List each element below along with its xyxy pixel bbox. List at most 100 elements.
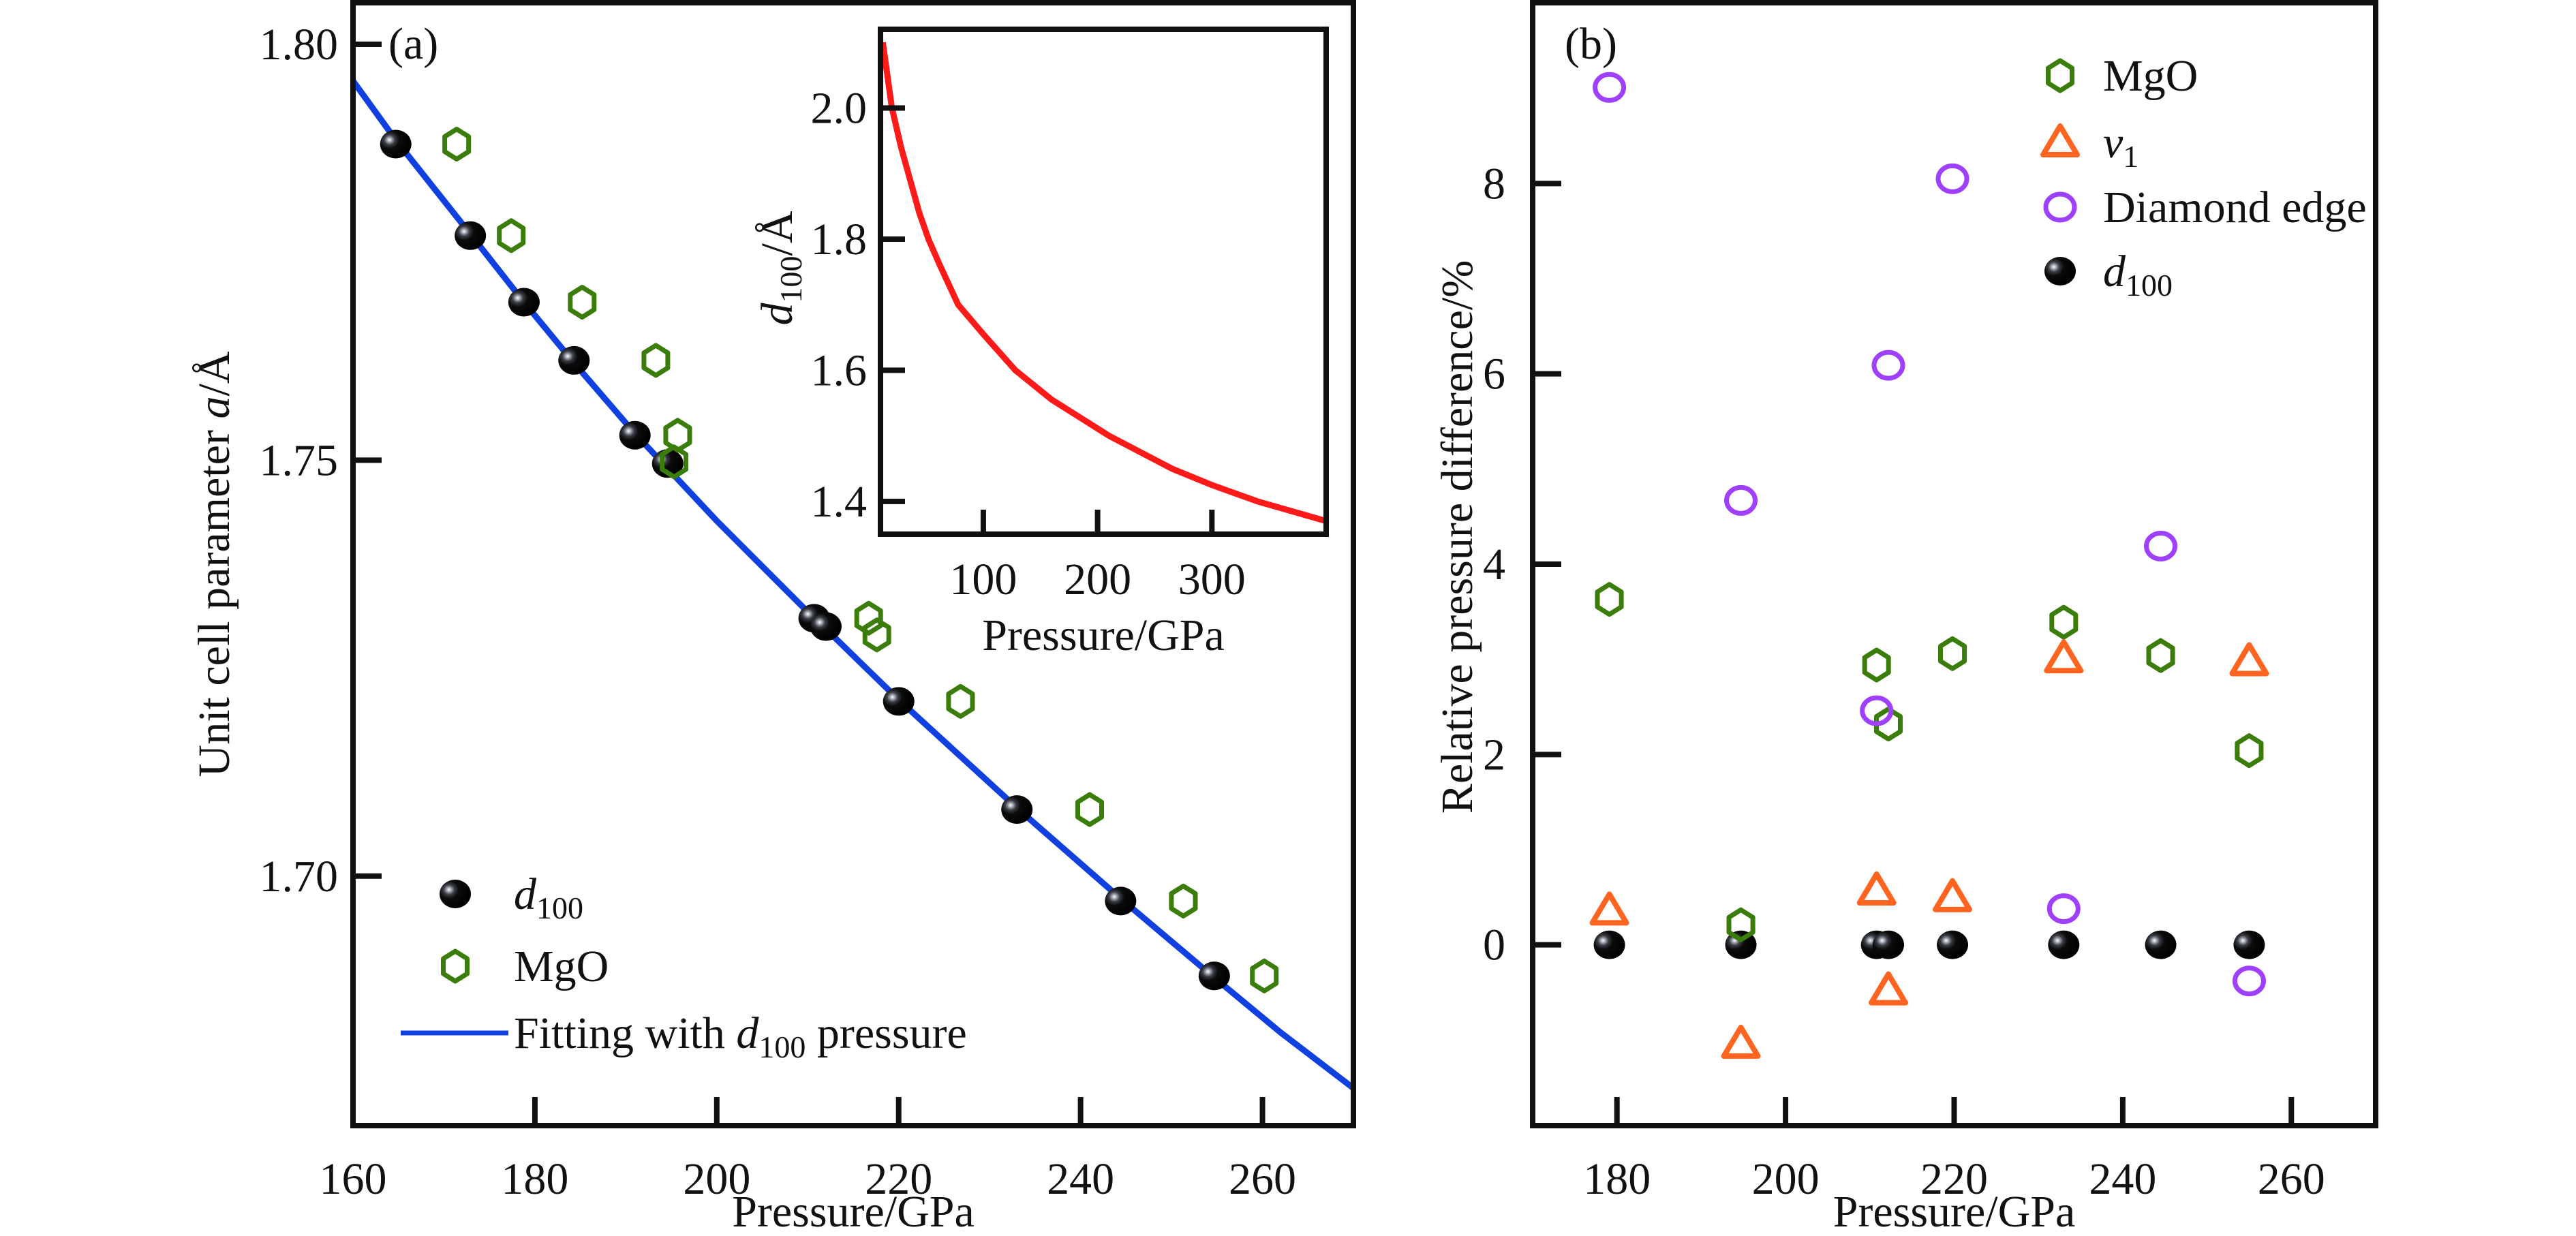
legend-item-v1: v1 — [2040, 118, 2138, 174]
legend-label: Fitting with d100 pressure — [514, 1008, 967, 1064]
mgo-point — [1874, 707, 1903, 742]
mgo-point — [2146, 638, 2175, 673]
d100-point — [455, 221, 487, 250]
panel-a-tag: (a) — [388, 19, 438, 69]
panel-b-y-tick-label: 2 — [1483, 730, 1505, 779]
panel-b-axes: 180 200 220 240 260 0 2 4 6 8 — [1483, 0, 2378, 1204]
panel-b-x-axis-title: Pressure/GPa — [1833, 1187, 2076, 1236]
inset-y-tick-label: 1.8 — [811, 215, 868, 264]
d100-point — [1937, 930, 1969, 959]
panel-b-tag: (b) — [1565, 19, 1617, 69]
v1-point — [1589, 891, 1629, 926]
panel-a-x-tick-label: 240 — [1047, 1154, 1114, 1204]
inset-x-tick-label: 200 — [1064, 555, 1131, 604]
mgo-point — [641, 343, 671, 378]
panel-a-inset: 100 200 300 1.4 1.6 1.8 2.0 Pressure/GPa d100/Å — [752, 27, 1329, 660]
panel-b-y-tick-label: 8 — [1483, 159, 1505, 208]
fit-line — [353, 79, 1353, 1091]
diamond-edge-point — [1935, 163, 1969, 194]
ylabel-prefix: Unit cell parameter — [189, 419, 239, 777]
panel-a-x-tick-label: 200 — [683, 1154, 750, 1204]
panel-a-x-tick-label: 220 — [865, 1154, 932, 1204]
mgo-point — [663, 418, 692, 453]
d100-point — [1593, 930, 1625, 959]
diamond-edge-point — [1871, 350, 1905, 381]
legend-hexagon-icon — [2046, 58, 2074, 93]
ylabel-italic: a — [189, 397, 239, 419]
inset-x-axis-title: Pressure/GPa — [982, 611, 1225, 660]
panel-b-y-axis-title: Relative pressure difference/% — [1432, 260, 1482, 814]
inset-x-tick-label: 300 — [1178, 555, 1246, 604]
legend-item-fitting-with-d100-pressure: Fitting with d100 pressure — [401, 1008, 967, 1064]
d100-point — [2233, 930, 2265, 959]
panel-a: 100 200 3001.41.61.82.0Pressure/GPad100/Å … — [189, 0, 1356, 1236]
mgo-point — [2049, 604, 2079, 640]
panel-a-frame — [350, 0, 1356, 1128]
legend-item-d100: d100 — [2044, 247, 2173, 303]
panel-b-x-tick-label: 260 — [2258, 1154, 2325, 1204]
inset-d100-curve — [880, 42, 1326, 525]
panel-a-x-tick-label: 160 — [320, 1154, 387, 1204]
panel-b-y-tick-label: 4 — [1483, 540, 1505, 589]
panel-a-plot-area — [353, 79, 1353, 1091]
mgo-point — [946, 683, 975, 719]
panel-b-plot-area — [1589, 72, 2269, 1059]
legend-triangle-icon — [2040, 123, 2080, 157]
diamond-edge-point — [1860, 695, 1894, 726]
inset-y-axis-title: d100/Å — [752, 211, 808, 325]
panel-a-legend: d100 MgO Fitting with d100 pressure — [401, 869, 967, 1064]
panel-a-y-axis-title: Unit cell parameter a/Å — [189, 351, 239, 777]
panel-b-x-tick-label: 240 — [2089, 1154, 2156, 1204]
legend-sphere-icon — [2044, 257, 2076, 285]
d100-point — [1001, 795, 1033, 824]
mgo-point — [854, 600, 883, 636]
legend-label: d100 — [514, 869, 583, 925]
inset-y-tick-label: 2.0 — [811, 83, 868, 133]
d100-point — [508, 288, 540, 317]
panel-b-legend: MgO v1 Diamond edge d100 — [2040, 51, 2367, 303]
v1-point — [1869, 971, 1909, 1006]
d100-point — [2048, 930, 2080, 959]
legend-item-diamond-edge: Diamond edge — [2043, 183, 2367, 232]
d100-point — [1873, 930, 1905, 959]
v1-point — [1856, 871, 1897, 906]
inset-y-tick-label: 1.6 — [811, 345, 868, 395]
diamond-edge-point — [2144, 530, 2178, 561]
d100-point — [1198, 961, 1230, 991]
mgo-point — [442, 127, 472, 161]
mgo-point — [2235, 733, 2264, 769]
d100-point — [1105, 886, 1137, 916]
mgo-point — [568, 285, 597, 320]
diamond-edge-point — [1724, 484, 1758, 516]
legend-label: Diamond edge — [2103, 183, 2367, 232]
diamond-edge-point — [2046, 893, 2081, 925]
mgo-point — [1726, 907, 1755, 942]
legend-item-d100: d100 — [440, 869, 583, 925]
panel-b-x-tick-label: 220 — [1920, 1154, 1988, 1204]
panel-b-y-tick-label: 0 — [1483, 921, 1505, 970]
d100-point — [619, 420, 651, 450]
d100-point — [380, 129, 412, 159]
panel-a-x-tick-label: 260 — [1229, 1154, 1296, 1204]
panel-a-axes: 160 180 200 220 240 260 1.70 1.75 1.80 — [260, 0, 1356, 1204]
panel-b-x-tick-label: 200 — [1752, 1154, 1820, 1204]
mgo-point — [1075, 792, 1104, 827]
inset-frame — [878, 27, 1329, 537]
legend-label: MgO — [2103, 51, 2198, 101]
inset-x-tick-label: 100 — [949, 555, 1017, 604]
v1-point — [2229, 642, 2269, 677]
panel-a-y-tick-label: 1.75 — [260, 435, 339, 485]
legend-label: v1 — [2103, 118, 2138, 174]
legend-circle-icon — [2043, 191, 2077, 223]
panel-a-x-axis-title: Pressure/GPa — [732, 1187, 975, 1236]
panel-b-y-tick-label: 6 — [1483, 350, 1505, 399]
inset-y-tick-label: 1.4 — [811, 477, 868, 527]
mgo-point — [1169, 883, 1198, 918]
legend-hexagon-icon — [441, 948, 470, 984]
legend-item-mgo: MgO — [2046, 51, 2198, 101]
v1-point — [2044, 639, 2084, 674]
legend-sphere-icon — [440, 880, 471, 908]
v1-point — [1721, 1024, 1761, 1059]
panel-a-x-tick-label: 180 — [501, 1154, 568, 1204]
